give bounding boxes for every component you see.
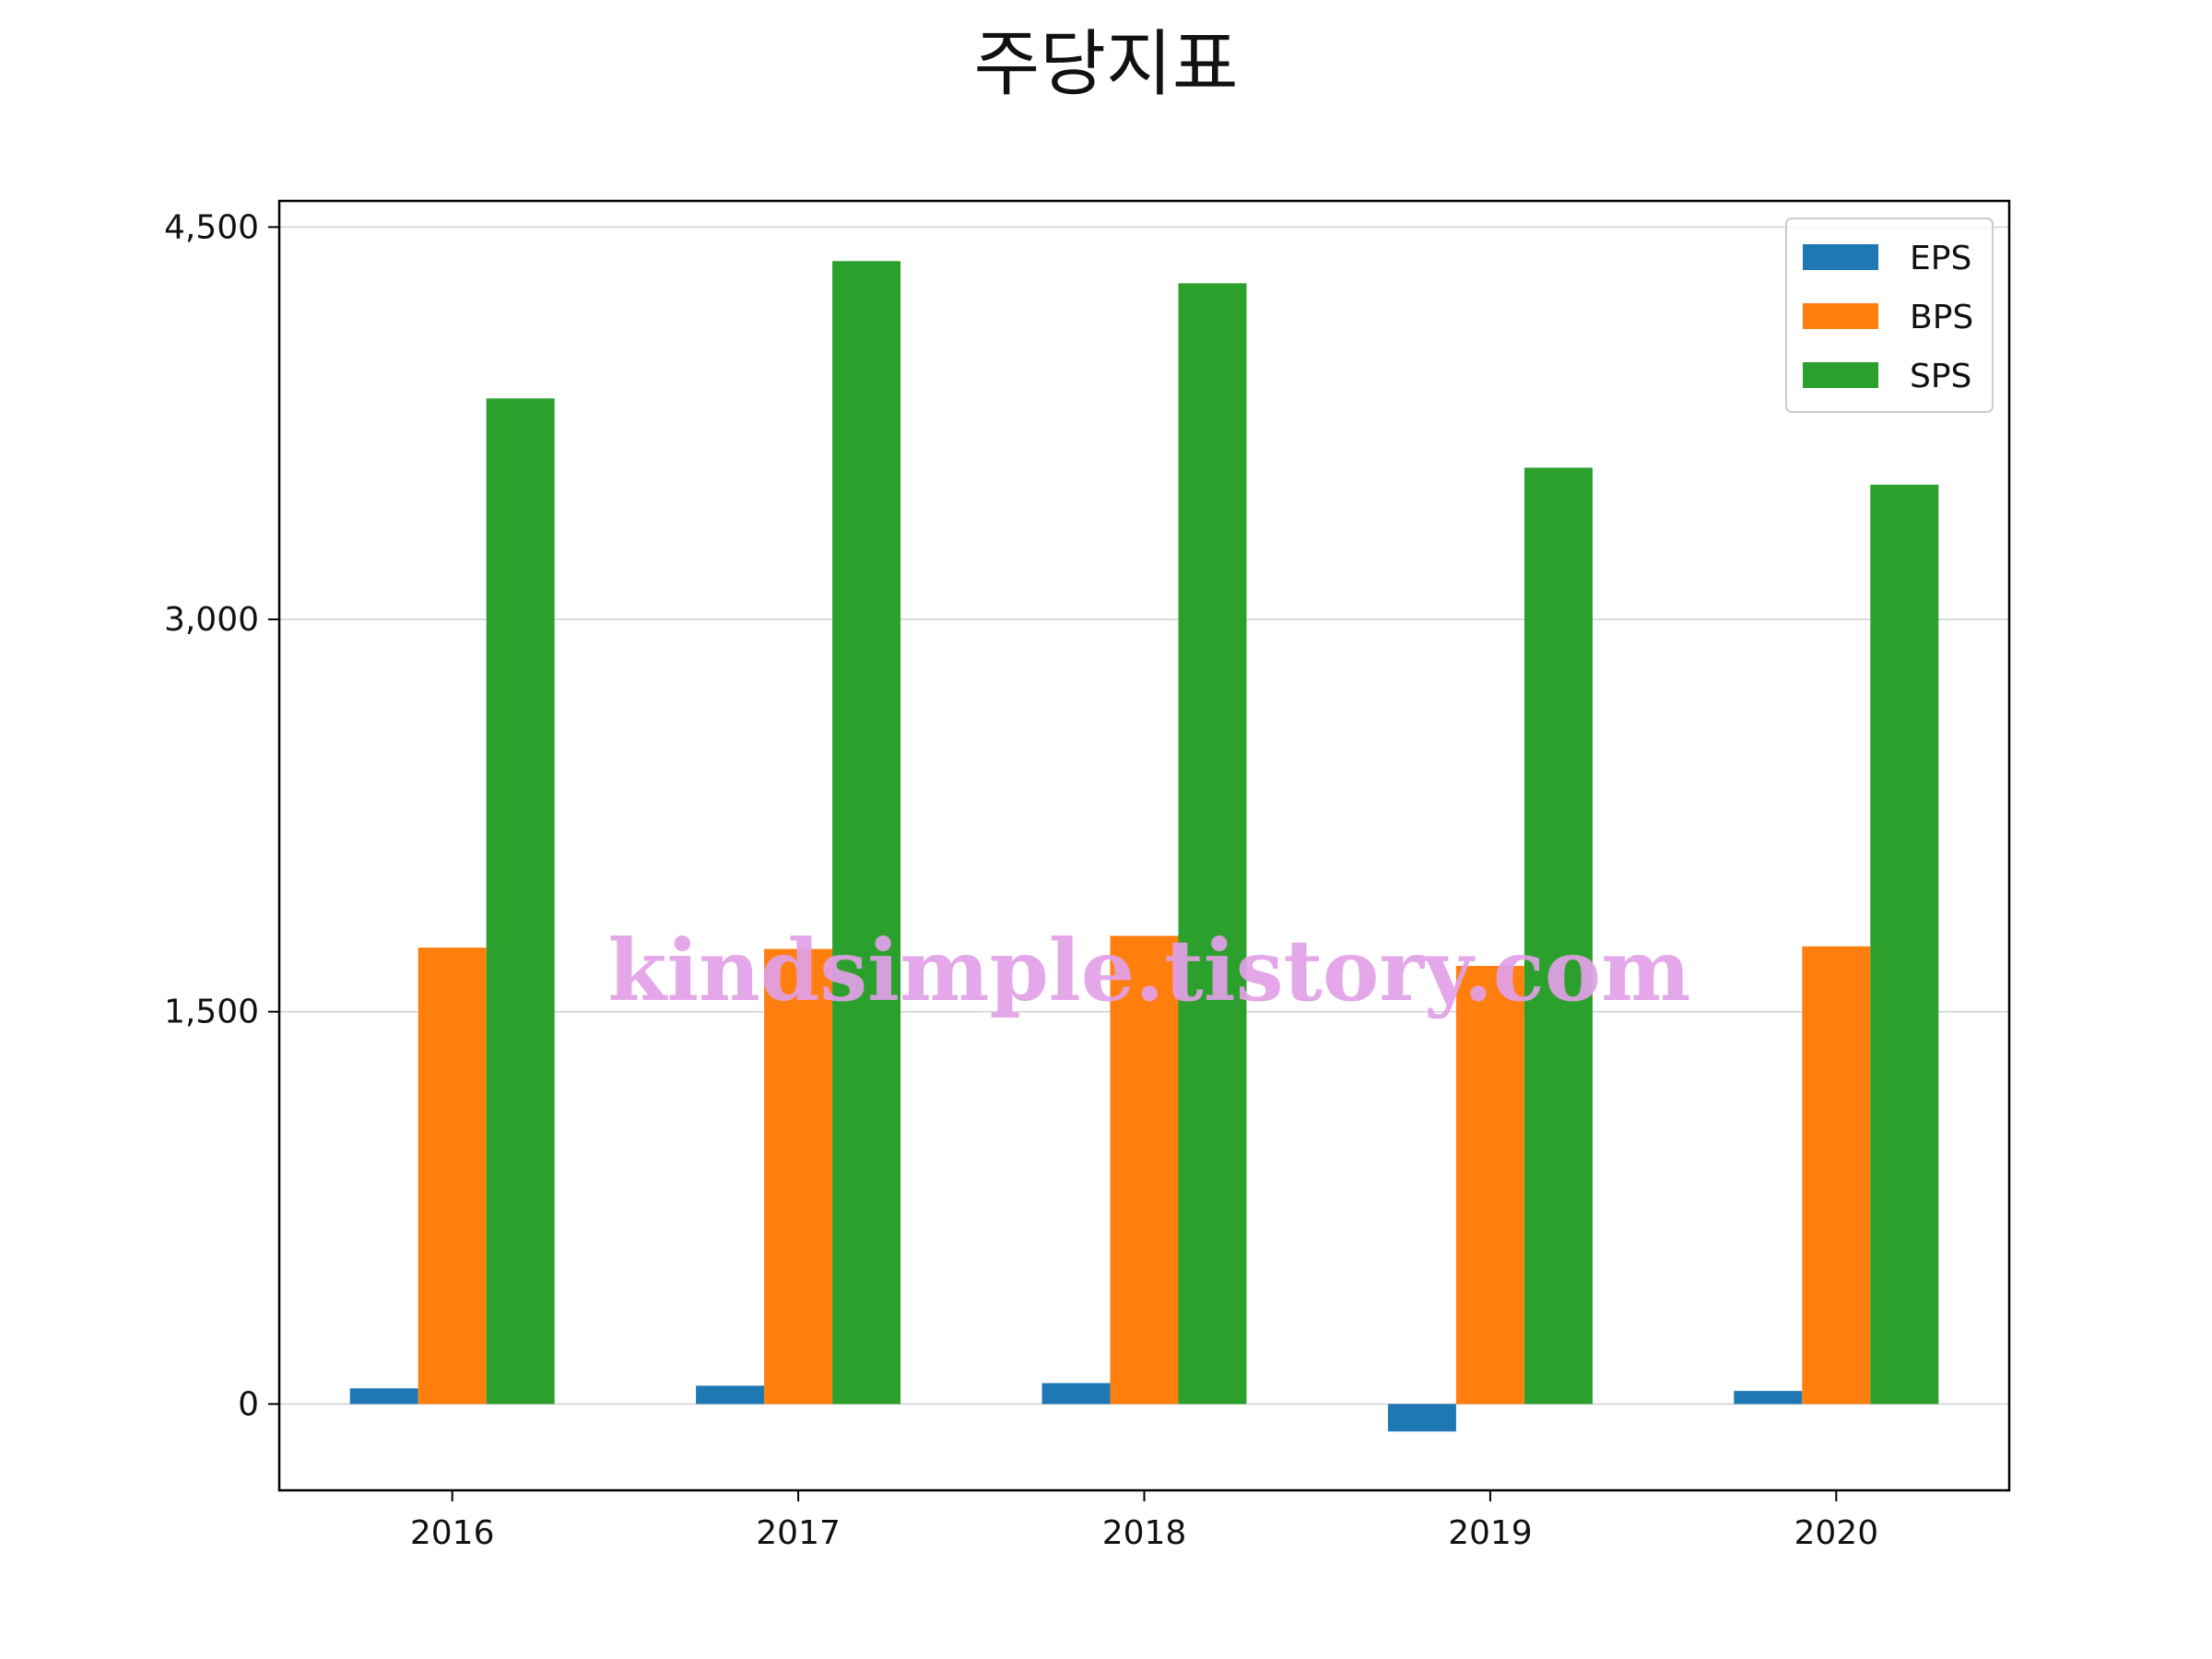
bar-eps-2018: [1041, 1382, 1111, 1405]
x-tick-label: 2017: [756, 1514, 841, 1552]
legend-label-bps: BPS: [1910, 299, 1973, 336]
x-tick-label: 2018: [1102, 1514, 1187, 1552]
x-tick-label: 2020: [1794, 1514, 1878, 1552]
bar-eps-2020: [1734, 1391, 1803, 1405]
bar-bps-2016: [418, 947, 487, 1405]
bar-bps-2019: [1455, 966, 1524, 1405]
bar-sps-2017: [832, 261, 901, 1405]
x-axis: 2016 2017 2018 2019 2020: [410, 1490, 1878, 1552]
bar-sps-2018: [1178, 283, 1247, 1405]
legend-swatch-sps: [1803, 362, 1878, 388]
x-tick-label: 2016: [410, 1514, 495, 1552]
bar-eps-2016: [349, 1388, 418, 1405]
legend: EPS BPS SPS: [1785, 218, 1994, 413]
legend-label-sps: SPS: [1910, 358, 1971, 395]
x-tick-label: 2019: [1448, 1514, 1533, 1552]
y-tick-label: 3,000: [164, 601, 259, 639]
bar-bps-2017: [764, 948, 833, 1405]
bar-eps-2017: [696, 1385, 765, 1405]
legend-label-eps: EPS: [1910, 240, 1971, 277]
y-tick-label: 0: [238, 1385, 259, 1423]
bar-bps-2018: [1110, 935, 1179, 1405]
legend-swatch-eps: [1803, 244, 1878, 270]
bar-sps-2019: [1524, 467, 1593, 1405]
legend-swatch-bps: [1803, 303, 1878, 329]
chart-title: 주당지표: [973, 23, 1238, 106]
y-axis: 0 1,500 3,000 4,500: [164, 208, 279, 1423]
bar-bps-2020: [1802, 946, 1871, 1405]
bar-sps-2020: [1870, 484, 1939, 1405]
y-tick-label: 4,500: [164, 208, 259, 246]
bars: [349, 261, 1939, 1432]
watermark: kindsimple.tistory.com: [607, 921, 1690, 1020]
bar-eps-2019: [1387, 1404, 1456, 1432]
y-tick-label: 1,500: [164, 994, 259, 1031]
bar-sps-2016: [486, 398, 555, 1405]
